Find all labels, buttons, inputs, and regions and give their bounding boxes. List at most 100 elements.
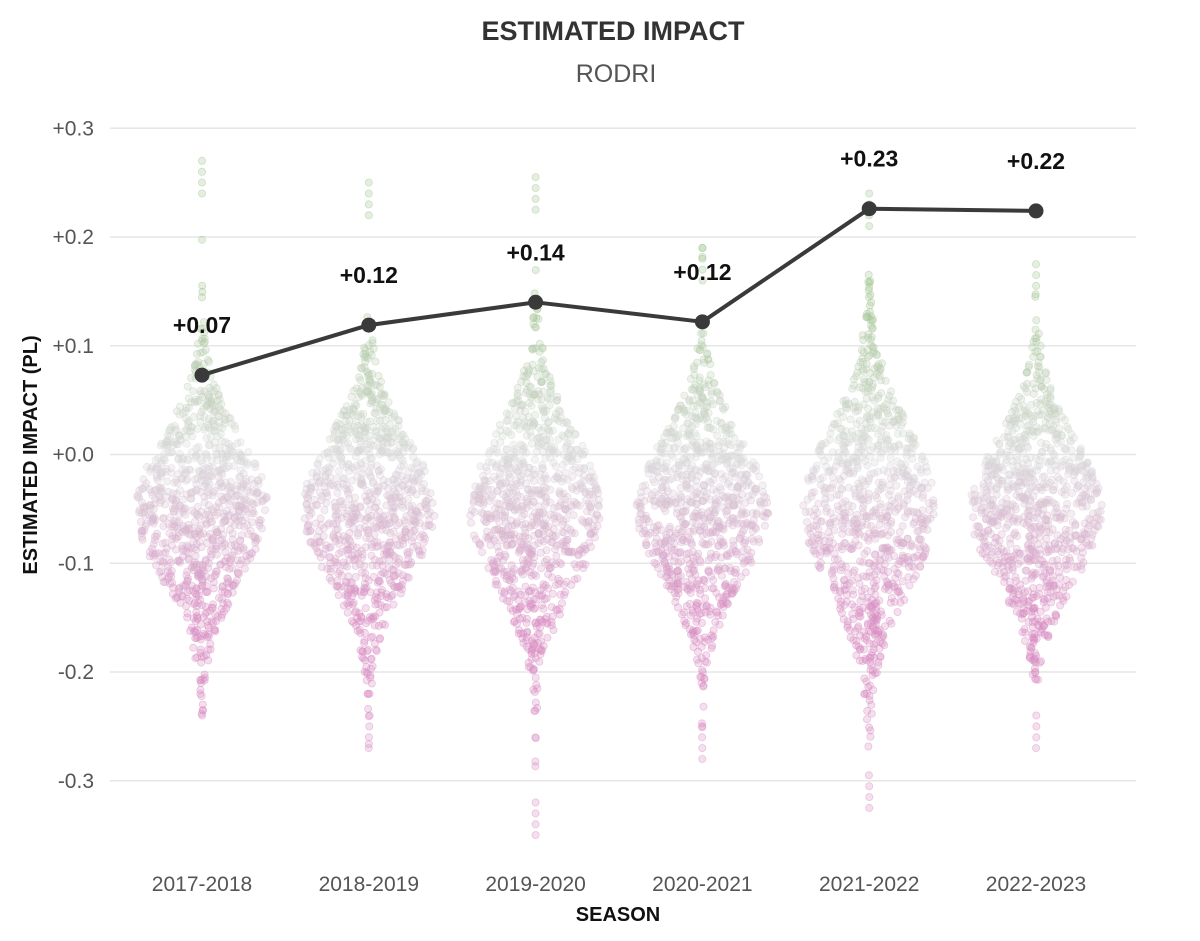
swarm-point [864, 529, 873, 538]
swarm-point [641, 481, 650, 490]
swarm-point [159, 549, 168, 558]
swarm-point [191, 395, 200, 404]
swarm-point [409, 452, 418, 461]
swarm-point [700, 577, 709, 586]
swarm-point [699, 415, 708, 424]
swarm-point [365, 534, 374, 543]
swarm-point [515, 604, 524, 613]
swarm-point [670, 532, 679, 541]
swarm-point [684, 419, 693, 428]
swarm-point [253, 498, 262, 507]
swarm-point [236, 450, 245, 459]
swarm-point [212, 456, 221, 465]
swarm-point [324, 553, 333, 562]
swarm-point [694, 659, 703, 668]
swarm-point [175, 558, 184, 567]
swarm-point [189, 600, 198, 609]
swarm-point [168, 448, 177, 457]
swarm-point [579, 450, 588, 459]
swarm-point [181, 526, 190, 535]
swarm-point [421, 504, 430, 513]
swarm-point [155, 493, 164, 502]
swarm-point [190, 361, 199, 370]
swarm-point [408, 445, 417, 454]
swarm-point [752, 461, 761, 470]
swarm-point [165, 529, 174, 538]
swarm-point [210, 626, 219, 635]
swarm-point [834, 543, 843, 552]
swarm-point [220, 557, 229, 566]
swarm-point [404, 467, 413, 476]
swarm-point [146, 464, 155, 473]
swarm-point [186, 488, 195, 497]
swarm-point [367, 351, 376, 360]
swarm-point [564, 451, 573, 460]
swarm-point [343, 599, 352, 608]
swarm-point [652, 456, 661, 465]
swarm-point [225, 525, 234, 534]
swarm-point [848, 544, 857, 553]
y-tick-label: +0.0 [53, 444, 94, 467]
swarm-point [200, 670, 209, 679]
swarm-point [160, 441, 169, 450]
swarm-point [190, 544, 199, 553]
swarm-point [239, 480, 248, 489]
y-tick-label: +0.1 [53, 335, 94, 358]
swarm-point [217, 594, 226, 603]
swarm-point [365, 375, 374, 384]
swarm-point [218, 482, 227, 491]
swarm-point [243, 458, 252, 467]
swarm-point [187, 563, 196, 572]
swarm-point [674, 603, 683, 612]
swarm-point [380, 481, 389, 490]
swarm-point [727, 482, 736, 491]
swarm-point [210, 422, 219, 431]
swarm-point [165, 570, 174, 579]
swarm-point [141, 504, 150, 513]
swarm-point [372, 588, 381, 597]
swarm-point [367, 378, 376, 387]
swarm-point [929, 510, 938, 519]
swarm-point [199, 629, 208, 638]
swarm-point [179, 524, 188, 533]
swarm-point [203, 400, 212, 409]
swarm-point [182, 571, 191, 580]
swarm-point [212, 545, 221, 554]
swarm-point [181, 580, 190, 589]
swarm-point [179, 507, 188, 516]
swarm-point [371, 645, 380, 654]
swarm-point [157, 468, 166, 477]
swarm-point [157, 439, 166, 448]
swarm-point [550, 504, 559, 513]
swarm-point [210, 625, 219, 634]
swarm-point [370, 503, 379, 512]
swarm-point [194, 633, 203, 642]
swarm-point [163, 562, 172, 571]
swarm-point [224, 485, 233, 494]
swarm-point [343, 591, 352, 600]
swarm-point [640, 526, 649, 535]
swarm-point [545, 417, 554, 426]
swarm-point [236, 450, 245, 459]
swarm-point [135, 486, 144, 495]
swarm-point [326, 564, 335, 573]
swarm-point [902, 444, 911, 453]
swarm-point [204, 441, 213, 450]
swarm-point [509, 448, 518, 457]
swarm-point [190, 529, 199, 538]
swarm-point [256, 516, 265, 525]
swarm-point [137, 526, 146, 535]
swarm-point [154, 454, 163, 463]
swarm-point [853, 368, 862, 377]
swarm-point [180, 427, 189, 436]
swarm-point [223, 579, 232, 588]
swarm-point [718, 539, 727, 548]
swarm-point [196, 348, 205, 357]
swarm-point [196, 521, 205, 530]
swarm-point [242, 552, 251, 561]
swarm-point [149, 504, 158, 513]
swarm-point [226, 496, 235, 505]
swarm-point [191, 545, 200, 554]
swarm-point [893, 608, 902, 617]
swarm-point [211, 610, 220, 619]
